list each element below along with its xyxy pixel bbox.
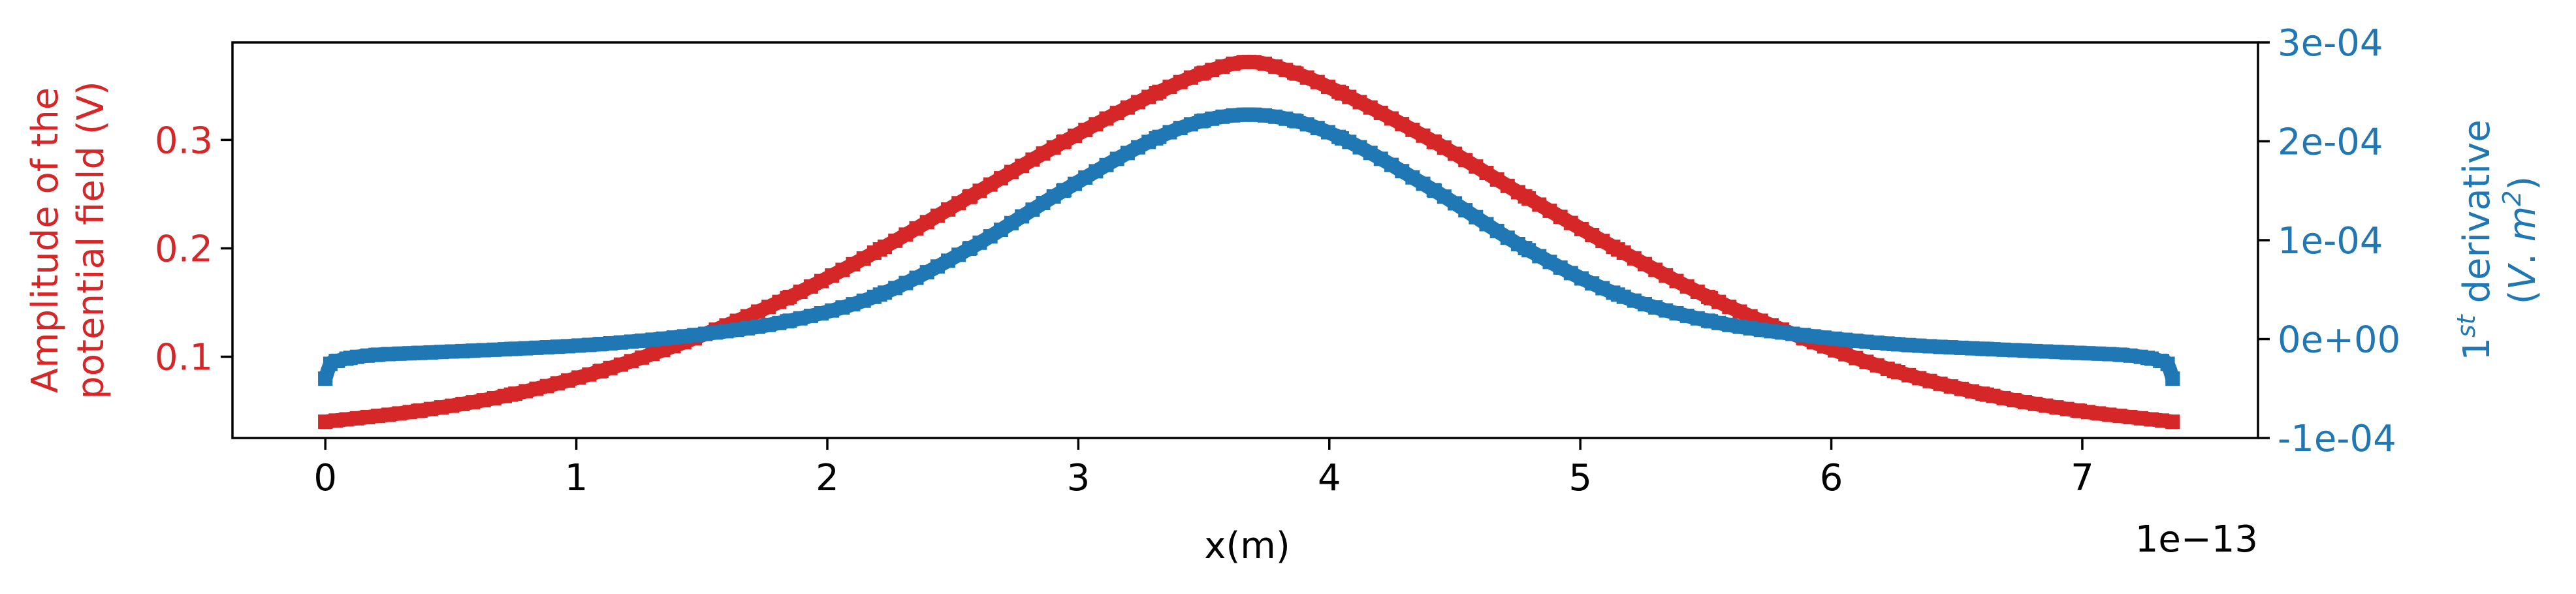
data-point [2140, 351, 2155, 366]
x-axis-label: x(m) [1204, 525, 1290, 567]
right-axis-label-dot: . [2502, 242, 2544, 265]
right-tick-label: 3e-04 [2278, 22, 2383, 65]
data-point [1979, 387, 1994, 402]
left-tick-label: 0.3 [155, 119, 213, 162]
right-axis-label-derivative: derivative [2456, 119, 2498, 315]
right-axis-label-open-paren: ( [2502, 290, 2544, 304]
x-tick-label: 1 [565, 457, 588, 499]
data-point [2073, 403, 2088, 418]
left-axis-label-line1: Amplitude of the [24, 87, 67, 393]
data-point [780, 290, 795, 305]
data-point [594, 337, 609, 352]
data-point [1056, 183, 1071, 198]
left-axis-ticks: 0.1 0.2 0.3 [155, 119, 232, 379]
series-left-axis [318, 54, 2180, 430]
right-axis-label-close-paren: ) [2502, 176, 2544, 191]
data-point [1704, 314, 1718, 329]
data-point [411, 345, 426, 360]
data-point [1610, 287, 1625, 302]
data-point [2073, 345, 2088, 360]
data-point [1149, 86, 1164, 101]
data-point [594, 364, 609, 379]
left-axis-label-line2: potential field (V) [70, 81, 112, 399]
x-tick-label: 7 [2071, 457, 2094, 499]
data-point [1335, 86, 1349, 101]
data-point [1518, 241, 1533, 256]
data-point [318, 414, 333, 430]
right-tick-label: -1e-04 [2278, 418, 2396, 460]
data-point [1287, 113, 1301, 128]
data-point [687, 328, 702, 343]
right-tick-label: 0e+00 [2278, 319, 2400, 362]
data-point [1149, 131, 1164, 146]
data-point [1979, 341, 1994, 356]
right-axis-label-line1: 1st derivative [2452, 119, 2498, 360]
data-point [503, 341, 518, 356]
data-point [872, 287, 887, 302]
data-point [1056, 134, 1071, 149]
right-tick-label: 1e-04 [2278, 220, 2383, 262]
data-point [963, 241, 978, 256]
data-point [2160, 356, 2175, 371]
left-tick-label: 0.2 [155, 228, 213, 270]
x-axis-offset-text: 1e−13 [2135, 518, 2258, 561]
data-point [411, 403, 426, 418]
series-layer [318, 54, 2180, 430]
left-axis-label: Amplitude of the potential field (V) [24, 81, 112, 399]
data-point [1241, 107, 1256, 122]
data-point [1886, 337, 1901, 352]
x-axis-ticks: 0 1 2 3 4 5 6 7 [313, 438, 2094, 499]
data-point [1704, 290, 1718, 305]
right-tick-label: 2e-04 [2278, 121, 2383, 164]
data-point [368, 347, 383, 362]
data-point [2165, 414, 2180, 430]
right-axis-label-st: st [2452, 313, 2481, 337]
left-tick-label: 0.1 [155, 336, 213, 379]
data-point [1196, 65, 1211, 80]
right-axis-label-m: m [2502, 206, 2544, 242]
data-point [330, 353, 345, 368]
x-tick-label: 4 [1318, 457, 1341, 499]
x-tick-label: 5 [1568, 457, 1592, 499]
data-point [872, 242, 887, 257]
data-point [1886, 364, 1901, 379]
data-point [1610, 242, 1625, 257]
right-axis-label-v: V [2502, 262, 2544, 290]
right-axis-label: 1st derivative (V. m2) [2452, 119, 2544, 360]
data-point [2115, 347, 2130, 362]
data-point [1196, 113, 1211, 128]
data-point [1241, 54, 1256, 69]
data-point [1335, 131, 1349, 146]
data-point [1796, 328, 1811, 343]
data-point [1427, 183, 1442, 198]
right-axis-ticks: -1e-04 0e+00 1e-04 2e-04 3e-04 [2258, 22, 2400, 460]
data-point [1287, 65, 1301, 80]
data-point [343, 351, 358, 366]
data-point [318, 371, 333, 386]
data-point [2165, 371, 2180, 386]
data-point [503, 387, 518, 402]
right-axis-label-one: 1 [2456, 337, 2498, 361]
x-tick-label: 0 [313, 457, 337, 499]
x-tick-label: 6 [1820, 457, 1843, 499]
data-point [1427, 134, 1442, 149]
data-point [963, 189, 978, 204]
data-point [780, 314, 795, 329]
right-axis-label-line2: (V. m2) [2498, 176, 2544, 304]
data-point [1518, 189, 1533, 204]
series-right-axis [318, 107, 2180, 386]
x-tick-label: 2 [816, 457, 839, 499]
right-axis-label-squared: 2 [2498, 191, 2526, 206]
x-tick-label: 3 [1067, 457, 1090, 499]
